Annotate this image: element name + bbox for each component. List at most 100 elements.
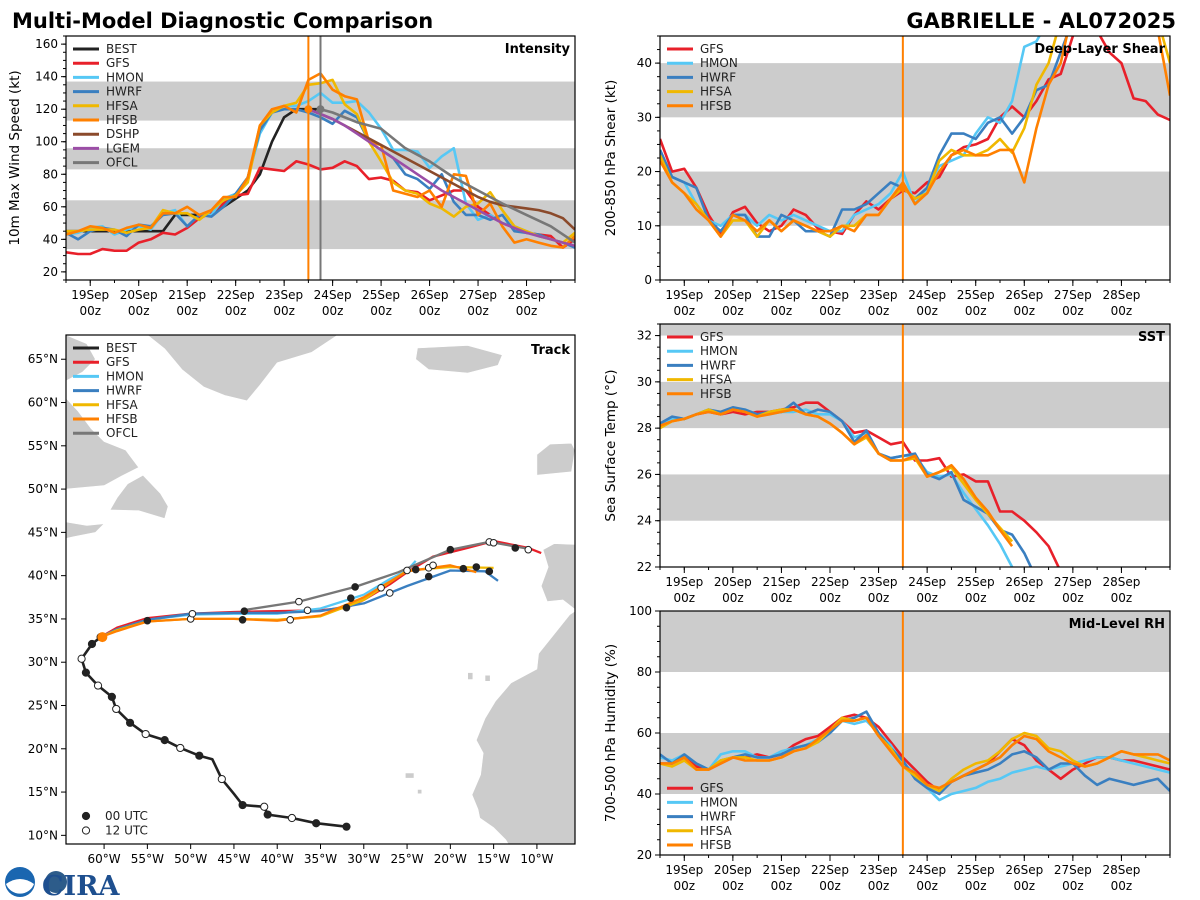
intensity-band bbox=[660, 63, 1170, 118]
series-line-ofcl bbox=[320, 107, 575, 244]
best-track-00utc-marker bbox=[342, 822, 351, 831]
track-line-best bbox=[80, 636, 347, 828]
x-tick-date: 28Sep bbox=[1102, 575, 1140, 589]
x-tick-date: 20Sep bbox=[714, 288, 752, 302]
y-tick-label: 40 bbox=[637, 787, 652, 801]
marker-legend-label: 12 UTC bbox=[105, 824, 148, 838]
best-track-12utc-marker bbox=[93, 681, 103, 690]
forecast-position-marker bbox=[511, 544, 520, 552]
y-tick-label: 60 bbox=[637, 726, 652, 740]
x-tick-time: 00z bbox=[225, 304, 247, 318]
x-tick-time: 00z bbox=[322, 304, 344, 318]
y-tick-label: 20 bbox=[43, 265, 58, 279]
x-tick-date: 20Sep bbox=[714, 863, 752, 877]
latitude-label: 65°N bbox=[28, 352, 58, 366]
x-tick-date: 25Sep bbox=[957, 863, 995, 877]
legend-label: OFCL bbox=[106, 426, 138, 440]
forecast-position-marker bbox=[377, 583, 385, 592]
x-tick-date: 19Sep bbox=[71, 288, 109, 302]
noaa-wave-icon bbox=[6, 879, 34, 894]
y-tick-label: 80 bbox=[637, 665, 652, 679]
best-track-00utc-marker bbox=[263, 810, 272, 819]
latitude-label: 55°N bbox=[28, 439, 58, 453]
legend-label: GFS bbox=[700, 42, 724, 56]
storm-title: GABRIELLE - AL072025 bbox=[906, 9, 1176, 33]
panel-title: Mid-Level RH bbox=[1069, 617, 1165, 632]
x-tick-date: 27Sep bbox=[1054, 575, 1092, 589]
land-mass bbox=[66, 335, 96, 382]
track-line-ofcl bbox=[242, 540, 529, 612]
land-mass bbox=[66, 521, 105, 539]
best-track-00utc-marker bbox=[160, 736, 169, 745]
plot-area bbox=[660, 324, 1170, 567]
plot-area bbox=[660, 611, 1170, 855]
x-tick-date: 23Sep bbox=[860, 288, 898, 302]
forecast-position-marker bbox=[403, 566, 411, 575]
best-track-00utc-marker bbox=[238, 800, 247, 810]
y-tick-label: 100 bbox=[35, 135, 58, 149]
legend-label: HFSB bbox=[700, 838, 732, 852]
y-axis-label: 10m Max Wind Speed (kt) bbox=[7, 70, 23, 245]
x-tick-date: 20Sep bbox=[120, 288, 158, 302]
x-tick-date: 23Sep bbox=[860, 863, 898, 877]
legend-label: BEST bbox=[106, 341, 137, 355]
latitude-label: 10°N bbox=[28, 828, 58, 842]
chart-panel-deep-layer-shear: 0 10 20 30 40 19Sep 00z 20Sep 00z 21Sep 00z 22Sep 00… bbox=[603, 35, 1171, 318]
longitude-label: 40°W bbox=[261, 852, 294, 866]
x-tick-time: 00z bbox=[79, 304, 101, 318]
forecast-position-marker bbox=[97, 632, 108, 643]
chart-panel-sst: 22 24 26 28 30 32 19Sep 00z 20Sep 00z 21Sep 00z 22Se… bbox=[603, 323, 1171, 605]
cira-logo-text: CIRA bbox=[42, 871, 121, 900]
x-tick-date: 26Sep bbox=[411, 288, 449, 302]
x-tick-date: 23Sep bbox=[860, 575, 898, 589]
latitude-label: 45°N bbox=[28, 525, 58, 539]
x-tick-time: 00z bbox=[722, 879, 744, 893]
marker-legend-label: 00 UTC bbox=[105, 809, 148, 823]
longitude-label: 35°W bbox=[304, 852, 337, 866]
x-tick-time: 00z bbox=[868, 591, 890, 605]
forecast-position-marker bbox=[303, 606, 312, 615]
x-tick-date: 27Sep bbox=[1054, 288, 1092, 302]
legend-label: HFSA bbox=[106, 398, 139, 412]
legend-label: OFCL bbox=[106, 156, 138, 170]
legend-label: HWRF bbox=[700, 70, 736, 84]
x-tick-date: 24Sep bbox=[908, 288, 946, 302]
series-line-gfs bbox=[660, 36, 1170, 236]
y-tick-label: 20 bbox=[637, 165, 652, 179]
x-tick-date: 19Sep bbox=[665, 863, 703, 877]
figure-title: Multi-Model Diagnostic Comparison bbox=[12, 9, 433, 33]
longitude-label: 15°W bbox=[477, 852, 510, 866]
forecast-position-marker bbox=[485, 567, 494, 576]
analysis-marker bbox=[898, 183, 907, 192]
x-tick-time: 00z bbox=[176, 304, 198, 318]
y-tick-label: 30 bbox=[637, 375, 652, 389]
legend-label: HMON bbox=[700, 344, 738, 358]
best-track-12utc-marker bbox=[77, 654, 86, 663]
land-mass bbox=[404, 772, 415, 779]
x-tick-time: 00z bbox=[771, 879, 793, 893]
forecast-position-marker bbox=[385, 589, 394, 597]
x-tick-date: 23Sep bbox=[265, 288, 303, 302]
best-track-12utc-marker bbox=[141, 729, 150, 739]
longitude-label: 45°W bbox=[217, 852, 250, 866]
land-mass bbox=[467, 672, 474, 680]
latitude-label: 35°N bbox=[28, 612, 58, 626]
x-tick-date: 25Sep bbox=[362, 288, 400, 302]
x-tick-date: 27Sep bbox=[459, 288, 497, 302]
land-mass bbox=[471, 610, 575, 844]
x-tick-time: 00z bbox=[1111, 304, 1133, 318]
forecast-position-marker bbox=[446, 545, 455, 554]
legend-label: HFSB bbox=[106, 412, 138, 426]
best-track-00utc-marker bbox=[81, 668, 91, 677]
x-tick-date: 19Sep bbox=[665, 288, 703, 302]
panel-title: Track bbox=[531, 343, 570, 358]
longitude-label: 50°W bbox=[174, 852, 207, 866]
best-track-00utc-marker bbox=[87, 639, 97, 649]
x-tick-time: 00z bbox=[1013, 304, 1035, 318]
land-mass bbox=[415, 345, 503, 374]
panel-title: Deep-Layer Shear bbox=[1034, 42, 1165, 57]
x-tick-time: 00z bbox=[1013, 591, 1035, 605]
x-tick-date: 27Sep bbox=[1054, 863, 1092, 877]
